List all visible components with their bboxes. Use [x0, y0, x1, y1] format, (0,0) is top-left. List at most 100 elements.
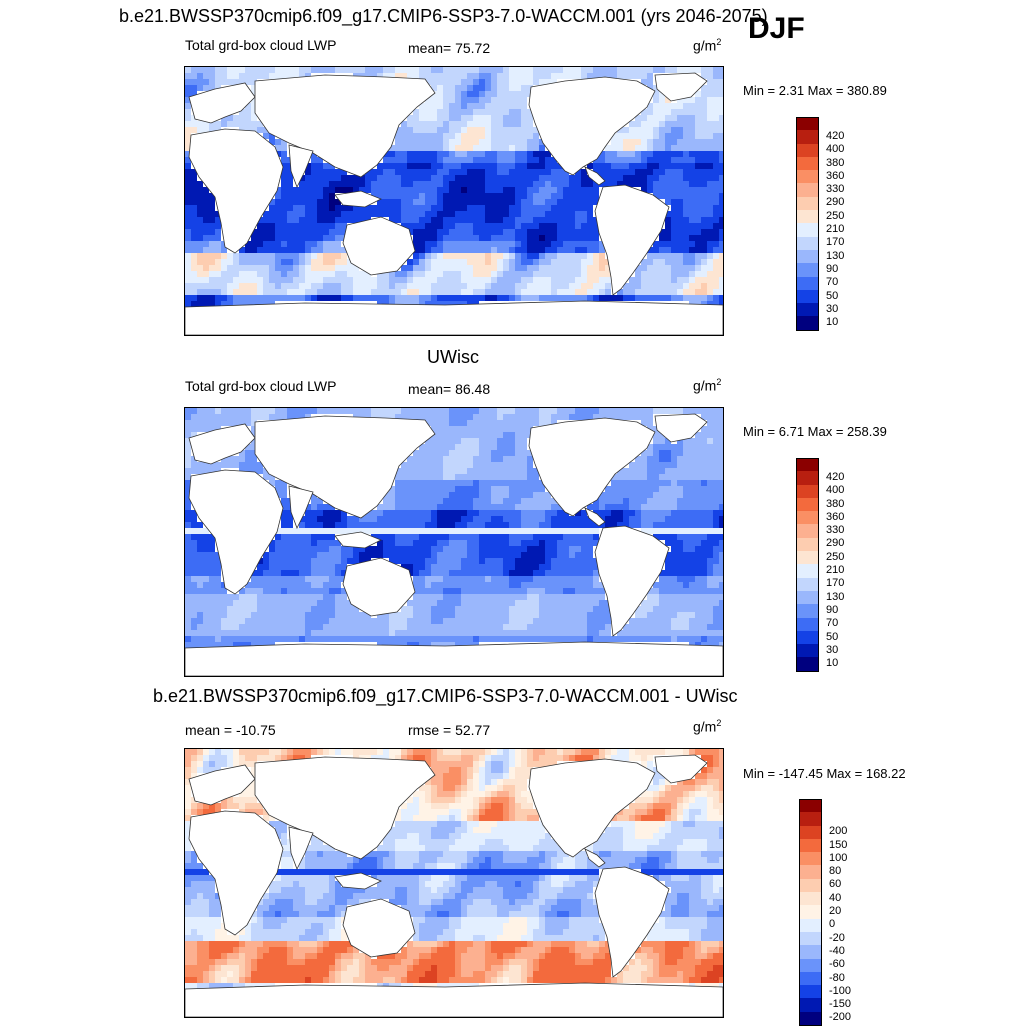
field-cell — [719, 558, 723, 564]
field-cell — [563, 199, 569, 205]
field-cell — [215, 265, 221, 271]
field-cell — [707, 456, 713, 462]
field-cell — [203, 612, 209, 618]
field-cell — [491, 85, 497, 91]
field-cell — [695, 181, 701, 187]
field-cell — [461, 450, 467, 456]
field-cell — [515, 564, 521, 570]
field-cell — [317, 211, 323, 217]
field-cell — [461, 582, 467, 588]
field-cell — [185, 588, 191, 594]
field-cell — [401, 414, 407, 420]
colorbar-tick-label: 250 — [826, 209, 845, 222]
field-cell — [467, 636, 473, 642]
field-cell — [665, 612, 671, 618]
field-cell — [581, 606, 587, 612]
field-cell — [533, 169, 539, 175]
field-cell — [485, 450, 491, 456]
field-cell — [377, 624, 383, 630]
field-cell — [275, 636, 281, 642]
field-cell — [281, 636, 287, 642]
field-cell — [227, 630, 233, 636]
field-cell — [689, 522, 695, 528]
field-cell — [437, 486, 443, 492]
field-cell — [443, 133, 449, 139]
field-cell — [407, 157, 413, 163]
field-cell — [623, 283, 629, 289]
field-cell — [509, 73, 515, 79]
field-cell — [719, 624, 723, 630]
field-cell — [269, 133, 275, 139]
field-cell — [203, 187, 209, 193]
field-cell — [485, 295, 491, 301]
field-cell — [485, 217, 491, 223]
field-cell — [473, 438, 479, 444]
field-cell — [329, 624, 335, 630]
field-cell — [245, 468, 251, 474]
field-cell — [485, 121, 491, 127]
field-cell — [209, 468, 215, 474]
field-cell — [485, 271, 491, 277]
field-cell — [437, 468, 443, 474]
field-cell — [185, 187, 191, 193]
colorbar-box — [796, 316, 818, 330]
field-cell — [437, 492, 443, 498]
field-cell — [227, 301, 233, 307]
field-cell — [467, 73, 473, 79]
field-cell — [689, 199, 695, 205]
field-cell — [425, 576, 431, 582]
field-cell — [467, 528, 473, 534]
field-cell — [311, 277, 317, 283]
field-cell — [503, 157, 509, 163]
field-cell — [491, 145, 497, 151]
field-cell — [653, 462, 659, 468]
field-cell — [215, 462, 221, 468]
field-cell — [473, 588, 479, 594]
field-cell — [575, 570, 581, 576]
field-cell — [617, 67, 623, 73]
field-cell — [269, 618, 275, 624]
field-cell — [527, 73, 533, 79]
field-cell — [677, 133, 683, 139]
field-cell — [509, 283, 515, 289]
field-cell — [653, 193, 659, 199]
field-cell — [281, 558, 287, 564]
field-cell — [689, 612, 695, 618]
field-cell — [683, 636, 689, 642]
field-cell — [461, 474, 467, 480]
field-cell — [311, 289, 317, 295]
field-cell — [527, 420, 533, 426]
field-cell — [449, 636, 455, 642]
field-cell — [443, 277, 449, 283]
colorbar-box — [796, 223, 818, 237]
field-cell — [329, 271, 335, 277]
field-cell — [497, 163, 503, 169]
field-cell — [593, 223, 599, 229]
field-cell — [467, 79, 473, 85]
field-cell — [479, 133, 485, 139]
field-cell — [683, 600, 689, 606]
field-cell — [221, 462, 227, 468]
field-cell — [287, 289, 293, 295]
field-cell — [317, 259, 323, 265]
field-cell — [227, 277, 233, 283]
field-cell — [521, 145, 527, 151]
field-cell — [461, 624, 467, 630]
field-cell — [677, 606, 683, 612]
coastline-north-america — [528, 76, 656, 176]
field-cell — [341, 594, 347, 600]
field-cell — [449, 540, 455, 546]
field-cell — [197, 540, 203, 546]
field-cell — [527, 498, 533, 504]
field-cell — [545, 582, 551, 588]
field-cell — [329, 546, 335, 552]
field-cell — [401, 223, 407, 229]
field-cell — [581, 552, 587, 558]
field-cell — [365, 630, 371, 636]
field-cell — [575, 558, 581, 564]
field-cell — [695, 624, 701, 630]
field-cell — [677, 570, 683, 576]
field-cell — [341, 624, 347, 630]
field-cell — [377, 205, 383, 211]
field-cell — [455, 630, 461, 636]
